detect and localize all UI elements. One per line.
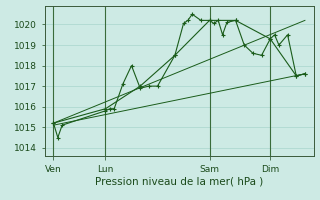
X-axis label: Pression niveau de la mer( hPa ): Pression niveau de la mer( hPa ) [95,177,263,187]
